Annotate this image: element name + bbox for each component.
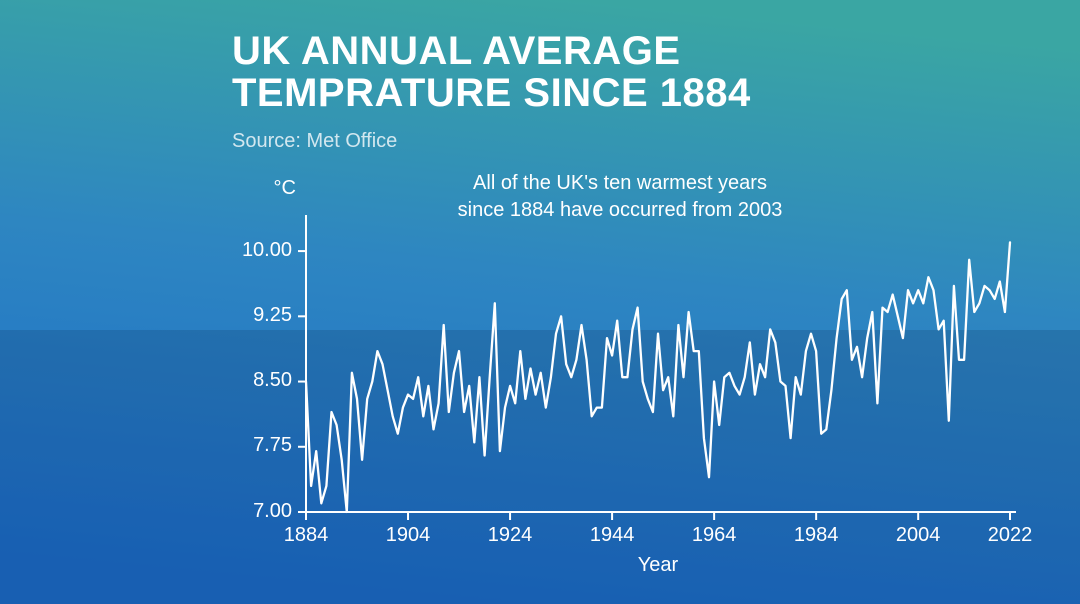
figure: UK ANNUAL AVERAGE TEMPRATURE SINCE 1884 … <box>0 0 1080 604</box>
x-tick-label: 2004 <box>888 524 948 547</box>
line-chart <box>0 0 1080 604</box>
x-tick-label: 1884 <box>276 524 336 547</box>
x-tick-label: 2022 <box>980 524 1040 547</box>
y-tick-label: 8.50 <box>212 369 292 392</box>
temperature-line <box>306 242 1010 512</box>
y-tick-label: 7.00 <box>212 500 292 523</box>
x-tick-label: 1964 <box>684 524 744 547</box>
x-tick-label: 1924 <box>480 524 540 547</box>
x-tick-label: 1984 <box>786 524 846 547</box>
y-tick-label: 7.75 <box>212 434 292 457</box>
x-tick-label: 1944 <box>582 524 642 547</box>
x-tick-label: 1904 <box>378 524 438 547</box>
y-tick-label: 9.25 <box>212 304 292 327</box>
y-tick-label: 10.00 <box>212 239 292 262</box>
